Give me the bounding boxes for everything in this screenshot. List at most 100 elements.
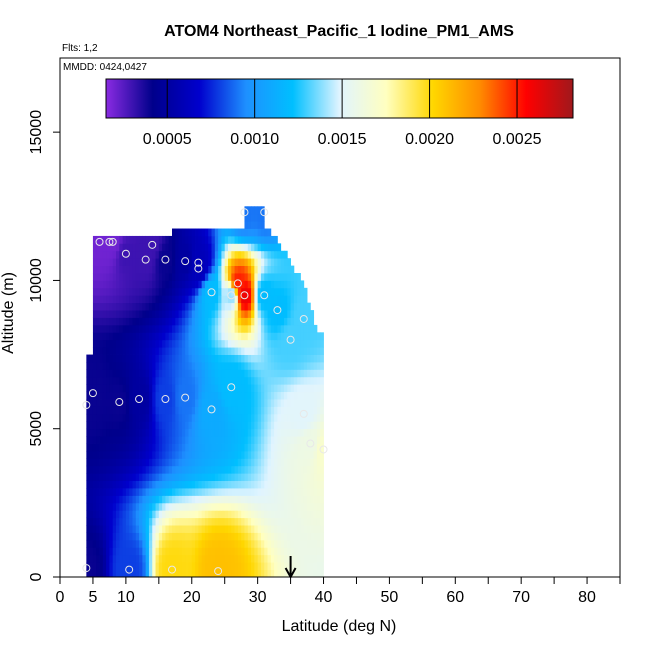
- heatmap-cell: [244, 391, 249, 400]
- heatmap-cell: [195, 258, 199, 266]
- heatmap-cell: [158, 480, 163, 489]
- heatmap-cell: [290, 339, 295, 348]
- heatmap-cell: [300, 324, 305, 333]
- heatmap-cell: [152, 250, 156, 259]
- heatmap-cell: [112, 310, 117, 318]
- heatmap-cell: [287, 443, 291, 452]
- heatmap-cell: [116, 361, 120, 370]
- heatmap-cell: [129, 250, 133, 259]
- heatmap-cell: [92, 443, 97, 452]
- heatmap-cell: [188, 532, 193, 541]
- heatmap-cell: [231, 539, 235, 548]
- heatmap-cell: [195, 273, 199, 281]
- heatmap-cell: [99, 554, 104, 563]
- heatmap-cell: [260, 206, 265, 215]
- heatmap-cell: [310, 554, 315, 563]
- heatmap-cell: [293, 532, 298, 541]
- sample-point: [299, 314, 308, 323]
- heatmap-cell: [178, 265, 183, 274]
- heatmap-cell: [165, 488, 170, 496]
- heatmap-cell: [106, 458, 110, 467]
- heatmap-cell: [102, 369, 107, 378]
- heatmap-cell: [92, 569, 97, 577]
- heatmap-cell: [280, 443, 285, 452]
- heatmap-cell: [316, 406, 321, 415]
- heatmap-cell: [102, 332, 107, 341]
- heatmap-cell: [188, 324, 193, 333]
- heatmap-cell: [165, 517, 170, 526]
- heatmap-cell: [102, 406, 107, 415]
- heatmap-cell: [303, 421, 308, 430]
- heatmap-cell: [201, 562, 206, 570]
- heatmap-cell: [125, 280, 130, 289]
- heatmap-cell: [185, 354, 189, 363]
- heatmap-cell: [201, 421, 206, 430]
- heatmap-cell: [165, 406, 170, 415]
- heatmap-cell: [172, 369, 176, 378]
- heatmap-cell: [214, 295, 219, 304]
- heatmap-cell: [293, 391, 298, 400]
- heatmap-cell: [181, 317, 186, 326]
- heatmap-cell: [320, 391, 324, 400]
- heatmap-cell: [287, 458, 291, 467]
- heatmap-cell: [251, 488, 255, 496]
- heatmap-cell: [89, 502, 94, 511]
- heatmap-cell: [267, 273, 272, 281]
- heatmap-cell: [208, 510, 212, 519]
- heatmap-cell: [116, 354, 120, 363]
- heatmap-cell: [316, 361, 321, 370]
- heatmap-cell: [204, 384, 209, 393]
- heatmap-cell: [224, 354, 229, 363]
- heatmap-cell: [175, 354, 179, 363]
- heatmap-cell: [316, 443, 321, 452]
- heatmap-cell: [86, 458, 91, 467]
- heatmap-cell: [251, 221, 255, 229]
- heatmap-cell: [116, 488, 120, 496]
- heatmap-cell: [92, 495, 97, 504]
- heatmap-cell: [313, 436, 318, 444]
- heatmap-cell: [198, 235, 203, 244]
- heatmap-cell: [195, 473, 199, 482]
- heatmap-cell: [129, 450, 133, 459]
- heatmap-cell: [99, 517, 104, 526]
- heatmap-cell: [188, 502, 193, 511]
- heatmap-cell: [224, 510, 229, 519]
- heatmap-cell: [218, 473, 222, 482]
- heatmap-cell: [92, 273, 97, 281]
- heatmap-cell: [224, 413, 229, 422]
- heatmap-cell: [316, 391, 321, 400]
- heatmap-cell: [284, 280, 288, 289]
- heatmap-cell: [102, 554, 107, 563]
- heatmap-cell: [313, 473, 318, 482]
- heatmap-cell: [267, 354, 272, 363]
- x-axis: 0 5 10 20 30 40 50 60 70 80: [56, 577, 621, 606]
- heatmap-cell: [175, 228, 179, 237]
- heatmap-cell: [195, 458, 199, 467]
- heatmap-cell: [224, 480, 229, 489]
- heatmap-cell: [198, 421, 203, 430]
- heatmap-cell: [218, 369, 222, 378]
- heatmap-cell: [204, 495, 209, 504]
- heatmap-cell: [211, 510, 216, 519]
- heatmap-cell: [135, 510, 140, 519]
- heatmap-cell: [86, 376, 91, 385]
- heatmap-cell: [89, 399, 94, 407]
- heatmap-cell: [284, 361, 288, 370]
- heatmap-cell: [208, 228, 212, 237]
- heatmap-cell: [241, 525, 245, 533]
- heatmap-cell: [211, 361, 216, 370]
- heatmap-cell: [99, 354, 104, 363]
- heatmap-cell: [122, 436, 127, 444]
- heatmap-cell: [116, 525, 120, 533]
- heatmap-cell: [152, 273, 156, 281]
- heatmap-cell: [270, 525, 275, 533]
- heatmap-cell: [218, 258, 222, 266]
- heatmap-cell: [152, 517, 156, 526]
- heatmap-cell: [297, 332, 301, 341]
- heatmap-cell: [254, 206, 259, 215]
- heatmap-cell: [178, 287, 183, 296]
- heatmap-cell: [129, 443, 133, 452]
- heatmap-cell: [300, 347, 305, 355]
- heatmap-cell: [109, 235, 114, 244]
- heatmap-cell: [145, 347, 150, 355]
